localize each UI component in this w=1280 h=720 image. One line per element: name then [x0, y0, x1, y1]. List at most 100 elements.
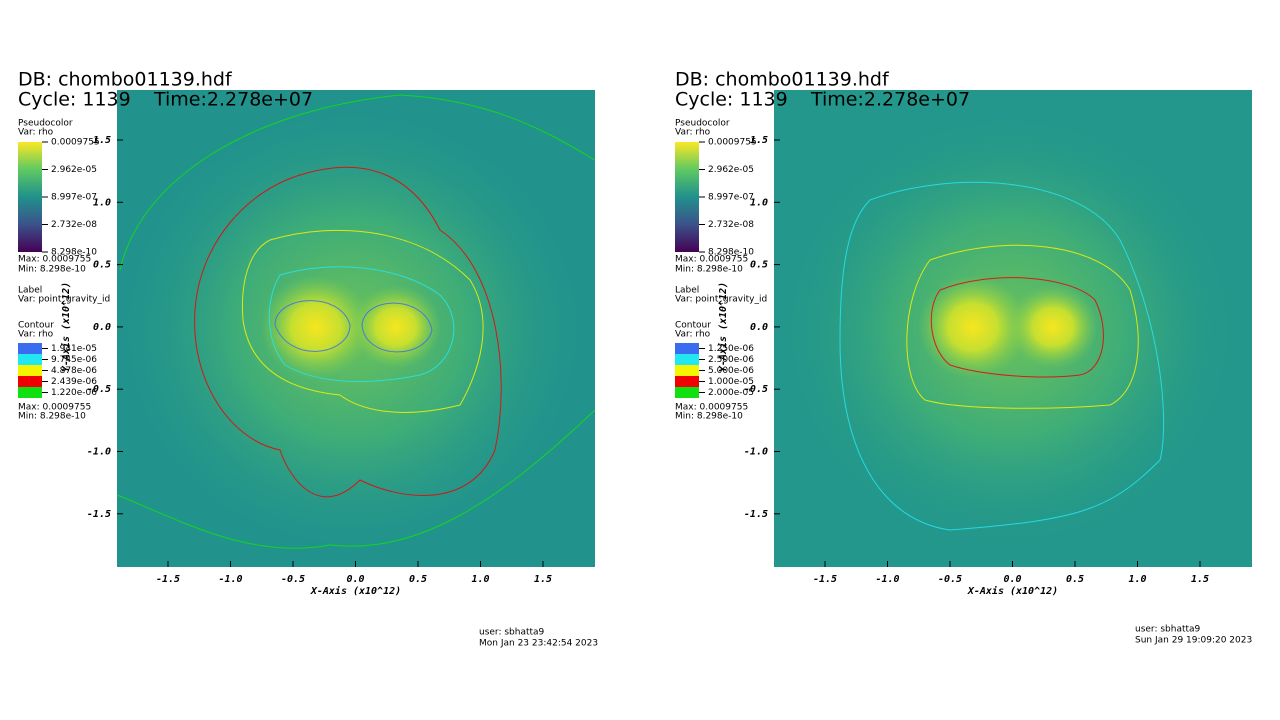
- y-tick-label: -0.5: [744, 384, 768, 395]
- y-tick-label: -1.5: [87, 509, 111, 520]
- x-tick-label: -0.5: [938, 574, 962, 585]
- contour-label: 5.000e-06: [708, 366, 754, 376]
- label-title: Label: [675, 286, 699, 296]
- colorbar-label: 2.962e-05: [51, 165, 97, 175]
- y-tick-label: 0.5: [750, 260, 768, 271]
- contour-label: 1.000e-05: [708, 377, 754, 387]
- contour-line: [241, 229, 484, 413]
- y-tick-label: -1.0: [87, 447, 111, 458]
- contour-title: Contour: [675, 321, 711, 331]
- contour-label: 2.000e-05: [708, 388, 754, 398]
- contour-max: Max: 0.0009755: [675, 403, 748, 413]
- blob: [1008, 285, 1098, 369]
- contour-label: 4.878e-06: [51, 366, 97, 376]
- date: Sun Jan 29 19:09:20 2023: [1135, 636, 1252, 646]
- legend-title: Pseudocolor: [18, 119, 73, 129]
- contour-line: [116, 94, 596, 549]
- contour-var: Var: rho: [675, 330, 711, 340]
- y-tick-label: 1.5: [93, 135, 111, 146]
- legend-var: Var: rho: [675, 128, 711, 138]
- y-tick-label: 0.5: [93, 260, 111, 271]
- colorbar-label: 2.732e-08: [708, 220, 754, 230]
- label-title: Label: [18, 286, 42, 296]
- blob: [261, 275, 371, 379]
- y-tick-label: 1.0: [93, 197, 111, 208]
- x-tick-label: -1.5: [813, 574, 837, 585]
- x-tick-label: 1.5: [534, 574, 552, 585]
- legend-max: Max: 0.0009755: [18, 255, 91, 265]
- blob: [351, 285, 441, 369]
- contour-line: [906, 244, 1139, 409]
- contour-swatch: [18, 343, 42, 354]
- legend-min: Min: 8.298e-10: [675, 265, 743, 275]
- x-tick-label: -1.0: [218, 574, 242, 585]
- contour-swatch: [675, 354, 699, 365]
- contour-min: Min: 8.298e-10: [18, 412, 86, 422]
- contour-line: [930, 277, 1104, 378]
- label-var: Var: point_gravity_id: [18, 295, 110, 305]
- legend-title: Pseudocolor: [675, 119, 730, 129]
- y-tick-label: 1.0: [750, 197, 768, 208]
- y-tick-label: 0.0: [93, 322, 111, 333]
- time: Time:2.278e+07: [810, 89, 970, 111]
- y-tick-label: 0.0: [750, 322, 768, 333]
- user: user: sbhatta9: [479, 628, 545, 638]
- contour-label: 9.745e-06: [51, 355, 97, 365]
- blob: [918, 275, 1028, 379]
- legend-max: Max: 0.0009755: [675, 255, 748, 265]
- contour-line: [274, 300, 433, 353]
- colorbar-label: 8.997e-07: [51, 193, 97, 203]
- colorbar-label: 0.0009755: [51, 138, 100, 148]
- contour-swatch: [18, 376, 42, 387]
- db-name: DB: chombo01139.hdf: [675, 69, 890, 91]
- x-axis-title: X-Axis (x10^12): [310, 585, 401, 597]
- colorbar: [18, 142, 42, 252]
- x-tick-label: 1.0: [471, 574, 489, 585]
- x-tick-label: 1.5: [1191, 574, 1209, 585]
- contour-swatch: [18, 387, 42, 398]
- contour-swatch: [18, 354, 42, 365]
- contour-line: [839, 181, 1165, 531]
- contour-label: 1.250e-06: [708, 344, 754, 354]
- contour-label: 2.500e-06: [708, 355, 754, 365]
- x-tick-label: 0.5: [1066, 574, 1084, 585]
- y-tick-label: -0.5: [87, 384, 111, 395]
- colorbar-label: 2.732e-08: [51, 220, 97, 230]
- x-tick-label: -1.5: [156, 574, 180, 585]
- colorbar-label: 2.962e-05: [708, 165, 754, 175]
- x-tick-label: -0.5: [281, 574, 305, 585]
- contour-label: 1.220e-06: [51, 388, 97, 398]
- label-var: Var: point_gravity_id: [675, 295, 767, 305]
- legend-var: Var: rho: [18, 128, 54, 138]
- contour-swatch: [675, 365, 699, 376]
- cycle: Cycle: 1139: [18, 89, 131, 111]
- date: Mon Jan 23 23:42:54 2023: [479, 639, 598, 649]
- contour-max: Max: 0.0009755: [18, 403, 91, 413]
- colorbar: [675, 142, 699, 252]
- colorbar-label: 8.298e-10: [51, 248, 97, 258]
- x-tick-label: 0.5: [409, 574, 427, 585]
- contour-label: 2.439e-06: [51, 377, 97, 387]
- contour-swatch: [675, 376, 699, 387]
- time: Time:2.278e+07: [153, 89, 313, 111]
- x-tick-label: 1.0: [1128, 574, 1146, 585]
- contour-line: [268, 266, 455, 383]
- contour-min: Min: 8.298e-10: [675, 412, 743, 422]
- contour-var: Var: rho: [18, 330, 54, 340]
- contour-title: Contour: [18, 321, 54, 331]
- user: user: sbhatta9: [1135, 625, 1201, 635]
- cycle: Cycle: 1139: [675, 89, 788, 111]
- contour-label: 1.941e-05: [51, 344, 97, 354]
- legend-min: Min: 8.298e-10: [18, 265, 86, 275]
- y-tick-label: -1.5: [744, 509, 768, 520]
- contour-line: [194, 166, 502, 498]
- y-tick-label: -1.0: [744, 447, 768, 458]
- contour-swatch: [18, 365, 42, 376]
- x-tick-label: 0.0: [346, 574, 364, 585]
- colorbar-label: 8.298e-10: [708, 248, 754, 258]
- y-axis-title: Y-Axis (x10^12): [717, 282, 729, 372]
- x-axis-title: X-Axis (x10^12): [967, 585, 1058, 597]
- y-tick-label: 1.5: [750, 135, 768, 146]
- contour-swatch: [675, 387, 699, 398]
- colorbar-label: 8.997e-07: [708, 193, 754, 203]
